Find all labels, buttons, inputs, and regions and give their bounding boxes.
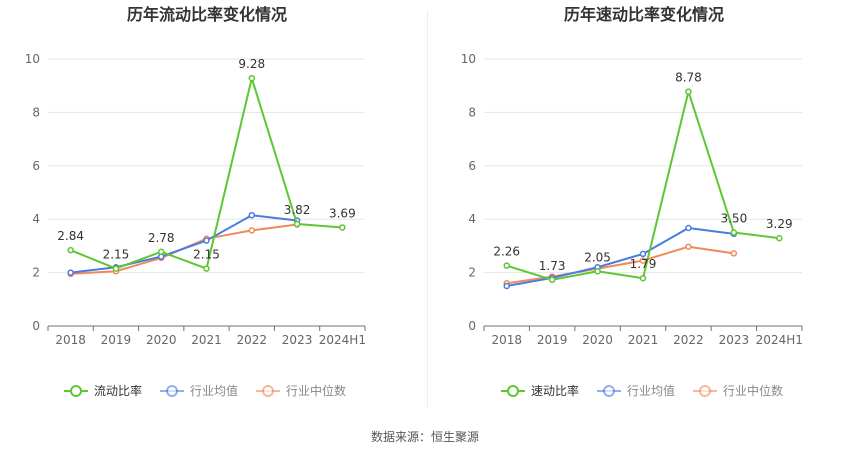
chart2-series-2-line	[506, 227, 734, 287]
chart2-x-tick-label: 2022	[673, 333, 704, 347]
chart1-data-label: 9.28	[238, 57, 265, 71]
chart1-x-tick-label: 2023	[282, 333, 313, 347]
chart2-x-tick-label: 2021	[628, 333, 659, 347]
chart1-series-2-point	[248, 211, 256, 219]
chart2-series-1-point	[639, 274, 647, 282]
chart1-y-tick-label: 8	[32, 105, 40, 119]
chart1-x-tick-label: 2021	[191, 333, 222, 347]
chart2-y-tick-label: 10	[461, 52, 476, 66]
chart1-data-label: 3.69	[329, 206, 356, 220]
chart1-series-2-line	[70, 214, 298, 274]
chart1-legend-3-label: 行业中位数	[286, 383, 346, 398]
chart2-data-label: 1.79	[630, 257, 657, 271]
chart1-series-2-point	[67, 269, 74, 276]
chart2-y-tick-label: 4	[468, 212, 476, 226]
chart2-legend-1-marker	[507, 385, 519, 397]
chart2-legend-3-marker	[699, 385, 711, 397]
chart2-series-1-point	[503, 262, 510, 269]
chart1-x-tick-label: 2018	[55, 333, 86, 347]
chart2-data-label: 3.29	[766, 217, 793, 231]
chart1-data-label: 2.78	[148, 231, 175, 245]
chart1-y-tick-label: 10	[25, 52, 40, 66]
chart2-y-tick-label: 6	[468, 159, 476, 173]
chart2-series-2-point	[503, 282, 510, 290]
chart2-series-3-point	[730, 250, 738, 257]
chart1-series-1-point	[112, 265, 120, 272]
chart2-x-tick-label: 2018	[491, 333, 522, 347]
chart2-series-1-point	[776, 234, 783, 242]
chart2-x-tick-label: 2024H1	[756, 333, 803, 347]
chart2-legend-2-label: 行业均值	[627, 383, 675, 398]
chart2-data-label: 1.73	[539, 259, 566, 273]
chart1-x-tick-label: 2019	[101, 333, 132, 347]
chart1-legend-2-marker	[166, 385, 178, 397]
chart1-y-tick-label: 6	[32, 159, 40, 173]
chart2-series-3-point	[639, 257, 647, 264]
chart2-series-1-point	[685, 88, 692, 95]
chart2-series-3-point	[685, 243, 692, 250]
chart1-y-tick-label: 0	[32, 319, 40, 333]
chart2-series-1-point	[730, 229, 738, 236]
chart2-series-1-point	[594, 268, 601, 275]
chart1-x-tick-label: 2024H1	[319, 333, 366, 347]
chart1-series-1-point	[67, 246, 74, 254]
chart2-y-tick-label: 0	[468, 319, 476, 333]
chart1-x-tick-label: 2022	[237, 333, 268, 347]
chart1-legend-1-label: 流动比率	[94, 383, 142, 398]
chart1-title: 历年流动比率变化情况	[127, 5, 287, 24]
chart1-series-3-point	[248, 227, 256, 234]
chart2-y-tick-label: 8	[468, 105, 476, 119]
panel-divider	[427, 10, 428, 408]
chart1-legend-1-marker	[70, 385, 82, 397]
chart1-data-label: 3.82	[284, 203, 311, 217]
data-source: 数据来源：恒生聚源	[370, 430, 479, 444]
chart1-series-1-point	[157, 248, 165, 256]
chart1-y-tick-label: 4	[32, 212, 40, 226]
chart1-legend-3-marker	[262, 385, 274, 397]
chart2-legend-3-label: 行业中位数	[723, 383, 783, 398]
chart2-x-tick-label: 2019	[537, 333, 568, 347]
chart2-data-label: 3.50	[720, 212, 747, 226]
chart1-series-1-point	[248, 74, 256, 82]
chart1-series-1-point	[339, 224, 346, 231]
chart2-legend-2-marker	[603, 385, 615, 397]
chart1-legend-2-label: 行业均值	[190, 383, 238, 398]
chart2-x-tick-label: 2023	[719, 333, 750, 347]
chart2-x-tick-label: 2020	[582, 333, 613, 347]
chart2-legend-1-label: 速动比率	[531, 383, 579, 398]
chart2-title: 历年速动比率变化情况	[564, 5, 724, 24]
chart1-x-tick-label: 2020	[146, 333, 177, 347]
chart1-series-2-point	[203, 237, 210, 244]
chart2-y-tick-label: 2	[468, 266, 476, 280]
chart2-series-1-point	[548, 276, 556, 284]
chart1-data-label: 2.84	[57, 229, 84, 243]
chart2-data-label: 2.26	[493, 245, 520, 259]
chart2-data-label: 8.78	[675, 71, 702, 85]
chart1-y-tick-label: 2	[32, 266, 40, 280]
chart1-data-label: 2.15	[103, 248, 130, 262]
chart1-series-1-point	[293, 220, 301, 228]
chart2-series-2-point	[639, 250, 647, 258]
chart1-data-label: 2.15	[193, 248, 220, 262]
chart1-series-1-point	[203, 265, 210, 272]
chart2-data-label: 2.05	[584, 250, 611, 264]
chart2-series-2-point	[685, 224, 692, 232]
